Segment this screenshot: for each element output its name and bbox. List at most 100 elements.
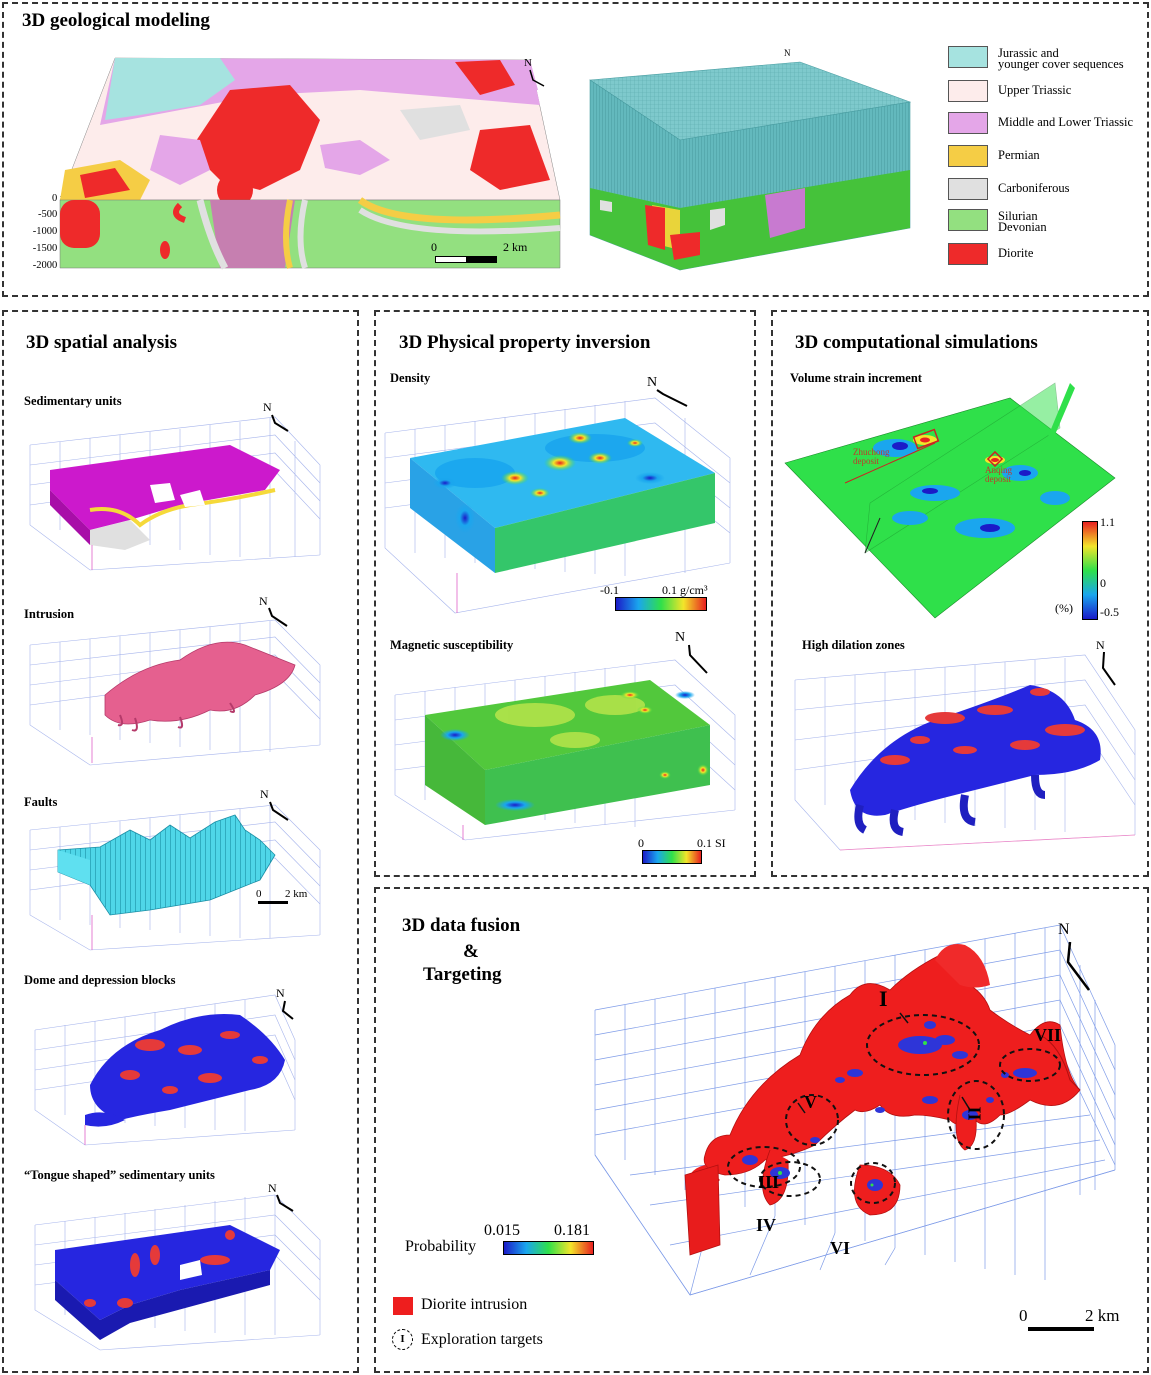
strain-min-label: -0.5	[1100, 605, 1119, 619]
strain-mid-label: 0	[1100, 576, 1106, 590]
legend-label-ml-triassic: Middle and Lower Triassic	[998, 115, 1134, 129]
label-faults: Faults	[24, 795, 58, 809]
target-label-vi: VI	[830, 1238, 851, 1258]
target-ellipse-i	[866, 1014, 980, 1076]
target-ellipse-iv	[759, 1161, 821, 1197]
legend-swatch-carboniferous	[948, 178, 988, 200]
label-sedimentary-units: Sedimentary units	[24, 394, 122, 408]
target-label-iii: III	[758, 1172, 780, 1192]
panel-title-spatial-analysis: 3D spatial analysis	[26, 332, 177, 353]
zhuchong-deposit-label: Zhuchong deposit	[853, 447, 890, 466]
target-label-i: I	[879, 986, 888, 1011]
depth-label-2000: -2000 m	[32, 260, 68, 271]
dilation-north-label: N	[1096, 638, 1105, 652]
fusion-north-label: N	[1058, 921, 1070, 938]
legend-target-numeral: I	[400, 1333, 405, 1345]
magnetic-north-arrow	[688, 644, 708, 674]
top-scale-left: 0	[431, 240, 437, 254]
legend-label-jurassic-1: Jurassic and	[998, 46, 1059, 60]
top-scale-right: 2 km	[503, 240, 528, 254]
density-max-label: 0.1 g/cm³	[662, 583, 708, 597]
legend-swatch-permian	[948, 145, 988, 167]
probability-max: 0.181	[554, 1222, 590, 1239]
tongue-shaped-model	[34, 1194, 321, 1351]
target-label-ii: II	[964, 1106, 985, 1121]
fusion-scale-bar	[1028, 1327, 1094, 1331]
target-ellipse-iii	[727, 1146, 801, 1188]
spatial-analysis-panel	[2, 310, 359, 1373]
dome-depression-model	[34, 994, 296, 1146]
magnetic-min-label: 0	[638, 836, 644, 850]
density-model	[384, 397, 731, 614]
faults-north-label: N	[260, 787, 269, 801]
faults-model	[29, 804, 321, 951]
legend-label-silurian-1: Silurian	[998, 209, 1038, 223]
target-ellipse-ii	[947, 1080, 1005, 1150]
legend-diorite-intrusion: Diorite intrusion	[421, 1296, 528, 1313]
volume-strain-model	[784, 382, 1116, 619]
legend-label-upper-triassic: Upper Triassic	[998, 83, 1072, 97]
geological-modeling-panel	[2, 2, 1149, 297]
tongue-north-arrow	[276, 1194, 294, 1212]
target-label-v: V	[804, 1092, 817, 1112]
fusion-title-line3: Targeting	[423, 964, 502, 985]
label-density: Density	[390, 371, 431, 385]
intrusion-model	[29, 619, 321, 766]
high-dilation-model	[794, 654, 1136, 851]
legend-label-silurian-2: Devonian	[998, 220, 1047, 234]
target-ellipse-vii	[999, 1048, 1061, 1082]
top-north-arrow	[529, 69, 545, 87]
tongue-north-label: N	[268, 1181, 277, 1195]
label-intrusion: Intrusion	[24, 607, 75, 621]
faults-scale-right: 2 km	[285, 888, 308, 900]
legend-swatch-silurian	[948, 209, 988, 231]
strain-max-label: 1.1	[1100, 515, 1115, 529]
top-north-label: N	[524, 57, 532, 69]
label-volume-strain: Volume strain increment	[790, 371, 922, 385]
dome-north-arrow	[281, 1000, 294, 1020]
depth-label-1500: -1500 m	[32, 243, 68, 254]
fusion-north-arrow	[1066, 941, 1090, 991]
legend-swatch-ml-triassic	[948, 112, 988, 134]
geological-block-model	[59, 57, 561, 270]
panel-title-physical-inversion: 3D Physical property inversion	[399, 332, 651, 353]
faults-scale-left: 0	[256, 888, 262, 900]
legend-label-carboniferous: Carboniferous	[998, 181, 1070, 195]
label-tongue-shaped: “Tongue shaped” sedimentary units	[24, 1168, 215, 1182]
fusion-scale-left: 0	[1019, 1306, 1028, 1325]
magnetic-north-label: N	[675, 630, 686, 645]
label-magnetic-susceptibility: Magnetic susceptibility	[390, 638, 514, 652]
legend-swatch-jurassic	[948, 46, 988, 68]
fusion-title-line2: &	[463, 941, 479, 962]
legend-target-symbol: I	[392, 1329, 413, 1350]
computational-simulations-panel	[771, 310, 1149, 877]
legend-diorite-swatch	[393, 1297, 413, 1315]
legend-label-permian: Permian	[998, 148, 1040, 162]
legend-swatch-upper-triassic	[948, 80, 988, 102]
fusion-targeting-model	[594, 924, 1116, 1296]
target-label-iv: IV	[756, 1215, 777, 1235]
depth-label-500: -500 m	[37, 209, 68, 220]
density-min-label: -0.1	[600, 583, 619, 597]
strain-unit-label: (%)	[1055, 601, 1073, 615]
sedimentary-north-arrow	[271, 414, 289, 432]
target-ellipse-vi	[850, 1162, 896, 1204]
top-scale-bar	[435, 256, 497, 263]
data-fusion-panel	[374, 887, 1149, 1373]
probability-min: 0.015	[484, 1222, 520, 1239]
intrusion-north-label: N	[259, 594, 268, 608]
label-dome-depression: Dome and depression blocks	[24, 973, 176, 987]
legend-label-jurassic-2: younger cover sequences	[998, 57, 1124, 71]
density-north-label: N	[647, 375, 658, 390]
faults-scale-bar	[258, 901, 288, 904]
strain-colorbar	[1082, 521, 1098, 620]
anqing-deposit-label: Anqing deposit	[985, 465, 1012, 484]
intrusion-north-arrow	[268, 607, 288, 627]
magnetic-max-label: 0.1 SI	[697, 836, 726, 850]
dome-north-label: N	[276, 986, 285, 1000]
magnetic-model	[394, 659, 736, 841]
probability-label: Probability	[405, 1238, 477, 1255]
panel-title-computational-simulations: 3D computational simulations	[795, 332, 1038, 353]
legend-label-diorite: Diorite	[998, 246, 1034, 260]
depth-label-1000: -1000 m	[32, 226, 68, 237]
